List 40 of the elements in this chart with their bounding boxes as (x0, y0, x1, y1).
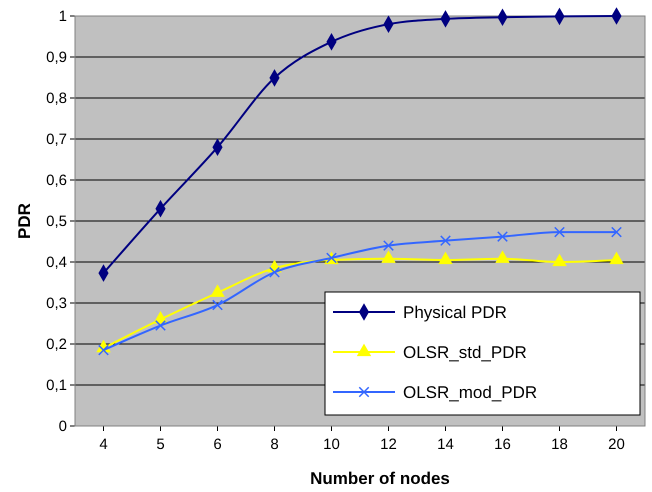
x-tick-label: 18 (551, 436, 568, 453)
point (610, 252, 624, 264)
y-tick-label: 0,9 (46, 48, 67, 66)
x-axis-title: Number of nodes (310, 469, 450, 488)
legend-label: OLSR_mod_PDR (403, 383, 538, 402)
point (438, 252, 452, 264)
point (554, 226, 565, 238)
point (552, 254, 566, 266)
y-axis-title: PDR (15, 203, 34, 239)
y-tick-label: 0,1 (46, 376, 67, 394)
x-tick-label: 4 (99, 436, 108, 453)
point (212, 300, 223, 311)
point (382, 250, 396, 263)
y-tick-label: 0,8 (46, 90, 67, 107)
legend-label: Physical PDR (403, 303, 507, 322)
y-tick-label: 0,5 (46, 212, 67, 230)
x-tick-label: 16 (494, 436, 511, 453)
point (269, 266, 280, 278)
point (440, 235, 451, 246)
y-tick-label: 0,2 (46, 336, 67, 353)
x-tick-label: 14 (437, 436, 454, 453)
y-tick-label: 0,7 (46, 130, 67, 148)
point (497, 231, 508, 242)
x-tick-label: 20 (608, 436, 625, 453)
x-tick-label: 5 (156, 436, 165, 453)
x-tick-label: 12 (380, 436, 397, 453)
y-tick-label: 1 (58, 8, 67, 25)
x-tick-label: 10 (323, 436, 340, 453)
legend-label: OLSR_std_PDR (403, 343, 527, 362)
point (155, 320, 166, 332)
point (210, 284, 224, 297)
y-tick-label: 0,6 (46, 172, 67, 189)
point (383, 240, 394, 252)
point (496, 250, 510, 263)
y-tick-label: 0,4 (46, 254, 67, 271)
x-tick-label: 8 (270, 436, 279, 453)
x-tick-label: 6 (213, 436, 222, 453)
y-tick-label: 0,3 (46, 294, 67, 312)
y-tick-label: 0 (58, 418, 67, 435)
point (611, 226, 622, 238)
